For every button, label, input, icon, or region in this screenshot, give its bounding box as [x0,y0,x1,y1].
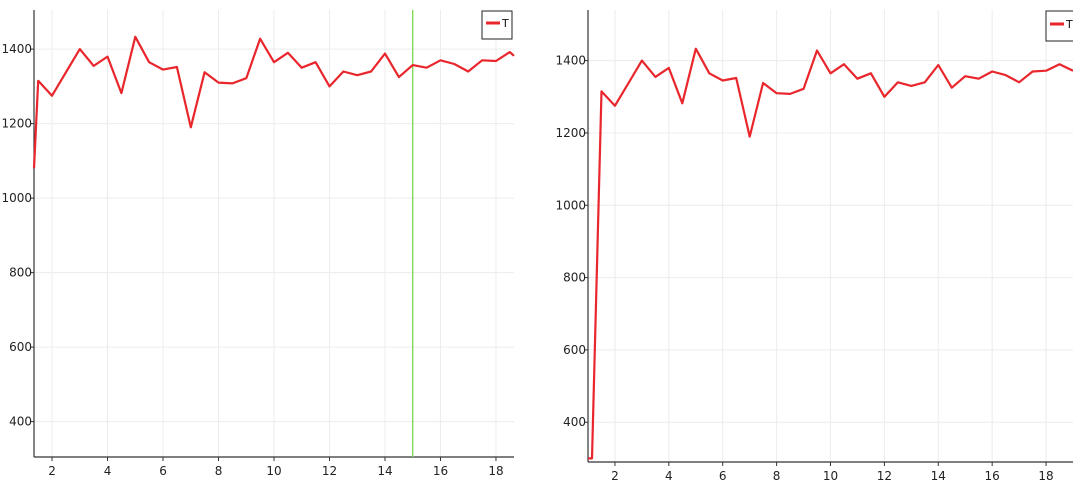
chart-panel-left: 400 600 800 1000 1200 1400 2 4 6 8 10 12 14 16 18 T [1,10,515,478]
x-tick-label: 12 [322,464,337,478]
y-tick-label: 1200 [555,126,586,140]
line-chart-left: 400 600 800 1000 1200 1400 2 4 6 8 10 12 14 16 18 T [1,10,515,478]
legend-label: T [1065,18,1073,31]
legend-box [1045,10,1073,42]
x-tick-label: 14 [931,469,946,483]
x-tick-label: 18 [488,464,503,478]
legend-box [481,10,513,40]
y-tick-label: 1200 [1,117,32,131]
x-tick-label: 4 [104,464,112,478]
line-chart-right: 400 600 800 1000 1200 1400 2 4 6 8 10 12 14 16 18 T [555,10,1073,483]
x-tick-label: 4 [665,469,673,483]
series-line-T [32,35,515,169]
legend-label: T [501,17,509,30]
x-tick-label: 12 [877,469,892,483]
y-tick-label: 800 [563,271,586,285]
x-tick-label: 6 [719,469,727,483]
x-tick-label: 14 [377,464,392,478]
x-tick-label: 10 [266,464,281,478]
x-tick-label: 2 [611,469,619,483]
y-tick-label: 1000 [1,191,32,205]
y-tick-label: 1400 [1,42,32,56]
x-tick-label: 16 [985,469,1000,483]
y-tick-label: 800 [9,266,32,280]
x-tick-label: 16 [433,464,448,478]
series-line-T [588,47,1073,460]
y-tick-label: 600 [563,343,586,357]
x-tick-label: 18 [1038,469,1053,483]
x-tick-label: 8 [215,464,223,478]
x-tick-label: 2 [48,464,56,478]
x-tick-label: 10 [823,469,838,483]
y-tick-label: 400 [9,415,32,429]
x-tick-label: 8 [773,469,781,483]
y-tick-label: 600 [9,340,32,354]
y-tick-label: 400 [563,415,586,429]
y-tick-label: 1400 [555,54,586,68]
x-tick-label: 6 [159,464,167,478]
chart-panel-right: 400 600 800 1000 1200 1400 2 4 6 8 10 12 14 16 18 T [548,0,1073,495]
y-tick-label: 1000 [555,198,586,212]
